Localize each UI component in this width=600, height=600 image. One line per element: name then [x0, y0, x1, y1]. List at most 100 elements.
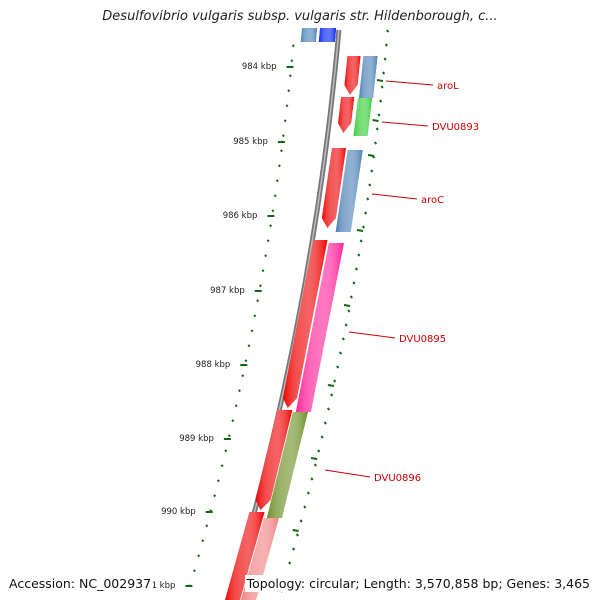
right-guide-dot: [344, 323, 348, 327]
right-guide-dot: [361, 225, 365, 229]
right-guide-dot: [338, 351, 343, 355]
right-guide-dot: [354, 267, 358, 271]
right-guide-dot: [386, 29, 390, 33]
cds-dvu0895-shade: [295, 243, 344, 412]
ruler-dot: [266, 239, 270, 243]
right-guide-dot: [347, 309, 351, 313]
kbp-tick-label: 989 kbp: [179, 434, 214, 444]
right-guide-dot: [306, 491, 310, 495]
right-guide-tick: [327, 384, 334, 387]
ruler-dot: [258, 284, 262, 288]
kbp-tick-label: 985 kbp: [233, 137, 268, 147]
cds-arol-shade: [359, 56, 378, 98]
right-guide-tick: [343, 304, 351, 307]
ruler-dot: [285, 104, 289, 108]
kbp-tick-label: 987 kbp: [210, 286, 245, 296]
ruler-dot: [288, 74, 292, 78]
right-guide-dot: [368, 183, 372, 187]
right-guide-dot: [317, 449, 321, 453]
ruler-dot: [227, 434, 231, 438]
gene-label-leader: [381, 121, 429, 127]
right-guide-dot: [333, 379, 337, 383]
right-guide-dot: [313, 463, 317, 467]
right-guide-dot: [382, 71, 386, 75]
right-guide-dot: [288, 561, 292, 565]
right-guide-dot: [299, 519, 303, 523]
ruler-dot: [261, 269, 265, 273]
kbp-tick-label: 988 kbp: [196, 360, 231, 370]
ruler-dot: [247, 344, 251, 348]
ruler-dot: [220, 464, 224, 468]
right-guide-tick: [376, 79, 384, 82]
right-guide-dot: [320, 435, 324, 439]
right-guide-dot: [349, 295, 353, 299]
right-guide-dot: [380, 85, 384, 89]
right-guide-dot: [375, 127, 379, 131]
ruler-dot: [192, 569, 196, 573]
cds-dvu0896-shade: [266, 412, 308, 518]
ruler-dot: [269, 224, 273, 228]
cds-aroc-shade: [335, 150, 363, 232]
cds-forward-2-shade: [338, 97, 355, 133]
right-guide-dot: [373, 141, 378, 145]
right-guide-tick: [367, 154, 375, 157]
gene-label: DVU0896: [374, 473, 421, 484]
kbp-tick-label: 984 kbp: [242, 62, 277, 72]
gene-label: aroL: [437, 81, 459, 92]
ruler-dot: [241, 374, 245, 378]
right-guide-dot: [323, 421, 327, 425]
ruler-dot: [273, 194, 277, 198]
ruler-dot: [291, 44, 295, 48]
right-guide-dot: [352, 281, 356, 285]
gene-label: aroC: [421, 195, 444, 206]
cds-forward-6-shade: [225, 512, 265, 600]
ruler-dot: [205, 524, 209, 528]
gene-label: DVU0893: [432, 122, 479, 133]
right-guide-dot: [326, 407, 331, 411]
cds-top-blue-shade: [318, 28, 337, 42]
ruler-dot: [231, 419, 235, 423]
gene-label: DVU0895: [399, 334, 446, 345]
ruler-dot: [277, 164, 281, 168]
right-guide-dot: [359, 239, 363, 243]
kbp-tick-label: 986 kbp: [223, 211, 258, 221]
map-title: Desulfovibrio vulgaris subsp. vulgaris s…: [102, 9, 498, 24]
ruler-dot: [264, 254, 268, 258]
ruler-dot: [253, 314, 257, 318]
gene-label-leader: [348, 331, 396, 339]
cds-forward-3-shade: [321, 148, 346, 228]
right-guide-dot: [357, 253, 361, 257]
ruler-dot: [197, 554, 201, 558]
ruler-dot: [279, 149, 283, 153]
cds-top-steelblue-shade: [300, 28, 318, 42]
right-guide-tick: [356, 229, 364, 232]
right-guide-dot: [364, 211, 368, 215]
topology-label: Topology: circular; Length: 3,570,858 bp…: [244, 575, 592, 592]
right-guide-dot: [336, 365, 340, 369]
kbp-tick-label: 990 kbp: [161, 507, 196, 517]
right-guide-dot: [383, 57, 387, 61]
ruler-dot: [256, 299, 260, 303]
ruler-dot: [275, 179, 279, 183]
accession-label: Accession: NC_002937: [7, 575, 154, 592]
ruler-dot: [281, 134, 285, 138]
right-guide-dot: [295, 533, 299, 537]
ruler-dot: [238, 389, 241, 393]
right-guide-dot: [341, 337, 345, 341]
right-guide-tick: [292, 529, 299, 532]
ruler-dot: [271, 209, 275, 213]
ruler-dot: [201, 539, 205, 543]
ruler-dot: [224, 449, 228, 453]
right-guide-dot: [379, 99, 383, 103]
cds-dvu0893-shade: [353, 98, 373, 136]
ruler-dot: [244, 359, 248, 363]
cds-forward-4-shade: [282, 240, 328, 408]
right-guide-dot: [377, 113, 381, 117]
cds-forward-5-shade: [255, 410, 293, 510]
ruler-dot: [250, 329, 254, 333]
ruler-dot: [290, 59, 294, 63]
right-guide-dot: [384, 43, 388, 47]
ruler-dot: [213, 494, 217, 498]
